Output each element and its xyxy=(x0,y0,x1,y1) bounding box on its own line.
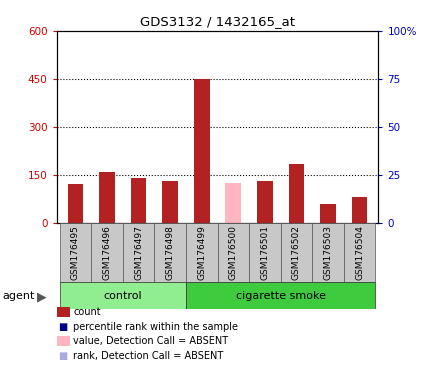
Text: count: count xyxy=(73,307,101,317)
Bar xyxy=(162,181,178,223)
Text: GSM176496: GSM176496 xyxy=(102,225,111,280)
Bar xyxy=(194,79,209,223)
Bar xyxy=(351,197,367,223)
Bar xyxy=(59,282,185,309)
Bar xyxy=(154,223,185,282)
Title: GDS3132 / 1432165_at: GDS3132 / 1432165_at xyxy=(140,15,294,28)
Text: GSM176498: GSM176498 xyxy=(165,225,174,280)
Text: ■: ■ xyxy=(58,351,68,361)
Text: GSM176495: GSM176495 xyxy=(71,225,80,280)
Bar xyxy=(185,223,217,282)
Bar xyxy=(319,204,335,223)
Bar xyxy=(343,223,375,282)
Bar xyxy=(122,223,154,282)
Bar xyxy=(256,181,272,223)
Text: rank, Detection Call = ABSENT: rank, Detection Call = ABSENT xyxy=(73,351,223,361)
Bar xyxy=(67,184,83,223)
Text: ▶: ▶ xyxy=(36,290,46,303)
Text: GSM176499: GSM176499 xyxy=(197,225,206,280)
Text: GSM176504: GSM176504 xyxy=(354,225,363,280)
Bar xyxy=(130,178,146,223)
Text: agent: agent xyxy=(2,291,34,301)
Bar xyxy=(312,223,343,282)
Bar xyxy=(288,164,304,223)
Text: GSM176501: GSM176501 xyxy=(260,225,269,280)
Bar xyxy=(59,223,91,282)
Bar xyxy=(280,223,312,282)
Bar xyxy=(249,223,280,282)
Text: GSM176497: GSM176497 xyxy=(134,225,143,280)
Text: ■: ■ xyxy=(58,322,68,332)
Text: GSM176500: GSM176500 xyxy=(228,225,237,280)
Text: GSM176502: GSM176502 xyxy=(291,225,300,280)
Text: value, Detection Call = ABSENT: value, Detection Call = ABSENT xyxy=(73,336,228,346)
Text: GSM176503: GSM176503 xyxy=(323,225,332,280)
Bar xyxy=(225,183,240,223)
Bar xyxy=(91,223,122,282)
Text: cigarette smoke: cigarette smoke xyxy=(235,291,325,301)
Bar xyxy=(217,223,249,282)
Bar xyxy=(99,172,115,223)
Bar xyxy=(185,282,375,309)
Text: control: control xyxy=(103,291,142,301)
Text: percentile rank within the sample: percentile rank within the sample xyxy=(73,322,237,332)
